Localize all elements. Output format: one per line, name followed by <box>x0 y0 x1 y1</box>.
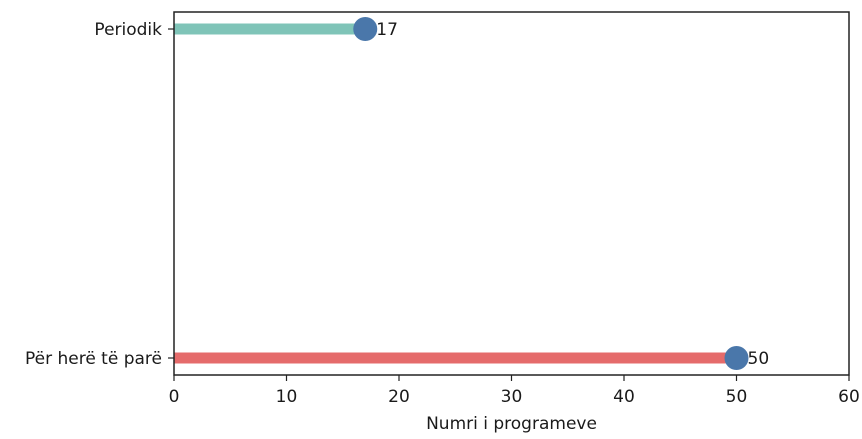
category-label: Periodik <box>94 20 162 40</box>
lollipop-marker <box>724 346 749 370</box>
x-tick-label: 0 <box>169 387 180 407</box>
x-axis: 0 10 20 30 40 50 60 <box>169 375 860 407</box>
x-axis-title: Numri i programeve <box>426 414 597 434</box>
labels-layer: 17 Periodik 50 Për herë të parë <box>25 20 769 369</box>
lollipop-marker <box>353 17 378 41</box>
value-label: 50 <box>748 349 770 369</box>
plot-frame <box>173 11 850 376</box>
x-tick-label: 60 <box>838 387 860 407</box>
marks-layer <box>174 17 749 370</box>
x-tick-label: 30 <box>501 387 523 407</box>
x-tick-label: 20 <box>388 387 410 407</box>
x-tick-label: 10 <box>276 387 298 407</box>
lollipop-stem <box>174 23 366 35</box>
x-tick-label: 50 <box>726 387 748 407</box>
x-tick-label: 40 <box>613 387 635 407</box>
category-label: Për herë të parë <box>25 349 162 369</box>
lollipop-stem <box>174 352 737 364</box>
value-label: 17 <box>376 20 398 40</box>
